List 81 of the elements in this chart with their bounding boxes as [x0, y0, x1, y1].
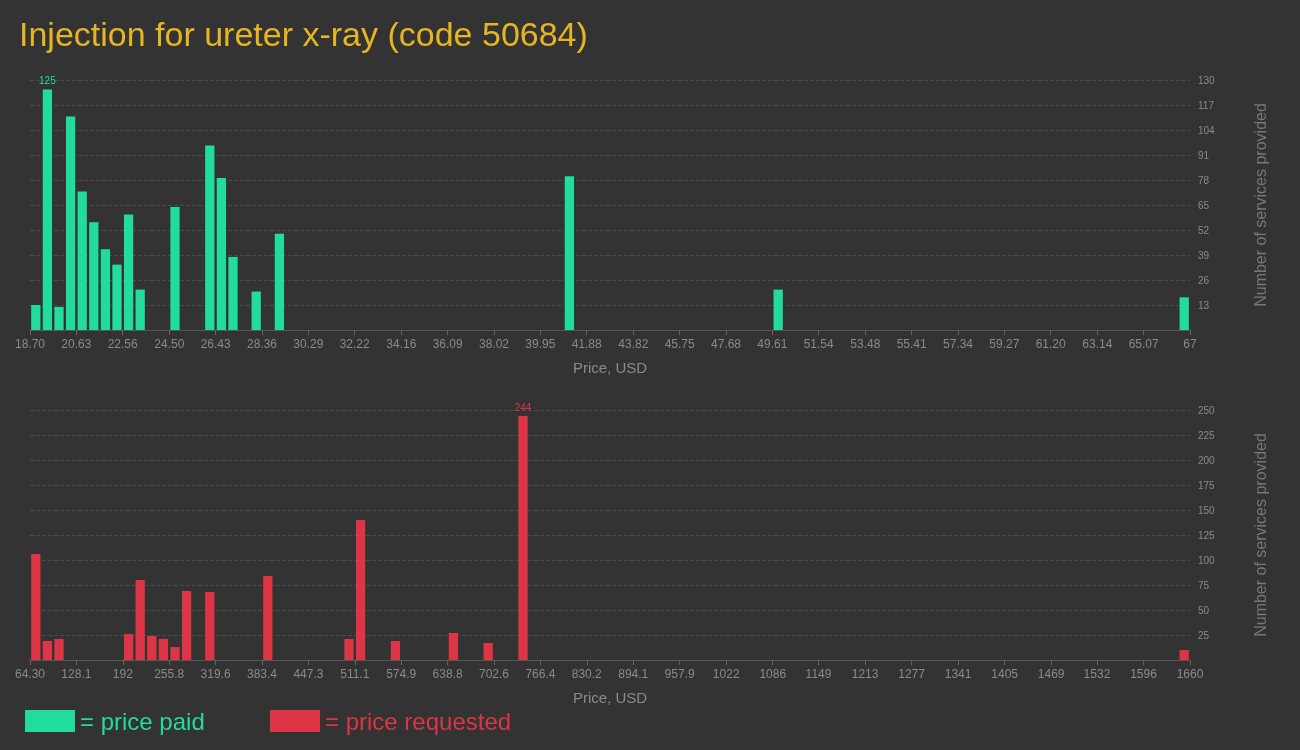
- x-tick-label: 39.95: [525, 337, 556, 351]
- x-tick-label: 1341: [944, 667, 972, 681]
- x-tick-label: 128.1: [61, 667, 92, 681]
- x-tick-label: 41.88: [571, 337, 603, 351]
- y-tick-label: 75: [1198, 579, 1210, 591]
- x-tick-label: 38.02: [478, 337, 510, 351]
- y-tick-label: 25: [1198, 629, 1210, 641]
- y-tick-label: 52: [1198, 224, 1210, 236]
- x-tick-label: 65.07: [1128, 337, 1159, 351]
- data-label: 244: [514, 401, 532, 413]
- x-tick-label: 1596: [1130, 667, 1158, 681]
- y-tick-label: 175: [1198, 479, 1216, 491]
- x-tick-label: 67: [1183, 337, 1197, 351]
- x-tick-label: 30.29: [293, 337, 324, 351]
- x-tick-label: 830.2: [571, 667, 603, 681]
- x-tick-label: 192: [112, 667, 134, 681]
- x-tick-label: 894.1: [618, 667, 649, 681]
- x-tick-label: 18.70: [14, 337, 46, 351]
- y-tick-label: 13: [1198, 299, 1210, 311]
- x-axis-title: Price, USD: [572, 689, 648, 706]
- y-axis-title: Number of services provided: [1251, 433, 1269, 637]
- x-tick-label: 20.63: [61, 337, 92, 351]
- x-tick-label: 63.14: [1082, 337, 1113, 351]
- x-tick-label: 574.9: [386, 667, 417, 681]
- y-tick-label: 130: [1198, 74, 1216, 86]
- x-tick-label: 255.8: [154, 667, 185, 681]
- x-tick-label: 638.8: [432, 667, 463, 681]
- y-tick-label: 65: [1198, 199, 1210, 211]
- x-tick-label: 59.27: [989, 337, 1020, 351]
- x-tick-label: 22.56: [107, 337, 139, 351]
- y-tick-label: 50: [1198, 604, 1210, 616]
- y-tick-label: 104: [1198, 124, 1216, 136]
- x-tick-label: 1022: [712, 667, 740, 681]
- y-tick-label: 91: [1198, 149, 1210, 161]
- x-tick-label: 47.68: [710, 337, 742, 351]
- chart-title: Injection for ureter x-ray (code 50684): [19, 15, 588, 53]
- x-tick-label: 64.30: [14, 667, 46, 681]
- x-tick-label: 26.43: [200, 337, 231, 351]
- x-tick-label: 34.16: [386, 337, 417, 351]
- x-tick-label: 45.75: [664, 337, 695, 351]
- legend-label: = price requested: [325, 707, 512, 735]
- y-tick-label: 39: [1198, 249, 1210, 261]
- x-tick-label: 43.82: [618, 337, 649, 351]
- x-tick-label: 57.34: [942, 337, 974, 351]
- y-tick-label: 78: [1198, 174, 1210, 186]
- y-tick-label: 225: [1198, 429, 1216, 441]
- x-tick-label: 61.20: [1035, 337, 1067, 351]
- x-tick-label: 51.54: [803, 337, 835, 351]
- y-tick-label: 200: [1198, 454, 1216, 466]
- x-tick-label: 1469: [1037, 667, 1065, 681]
- x-axis-title: Price, USD: [572, 359, 648, 376]
- x-tick-label: 1660: [1176, 667, 1204, 681]
- x-tick-label: 957.9: [664, 667, 695, 681]
- x-tick-label: 1086: [759, 667, 787, 681]
- y-tick-label: 250: [1198, 404, 1216, 416]
- x-tick-label: 1532: [1083, 667, 1111, 681]
- x-tick-label: 702.6: [479, 667, 510, 681]
- y-tick-label: 125: [1198, 529, 1216, 541]
- x-tick-label: 1149: [805, 667, 832, 681]
- x-tick-label: 49.61: [757, 337, 788, 351]
- legend-label: = price paid: [80, 707, 205, 735]
- x-tick-label: 319.6: [200, 667, 231, 681]
- y-tick-label: 100: [1198, 554, 1216, 566]
- x-tick-label: 32.22: [339, 337, 371, 351]
- x-tick-label: 766.4: [525, 667, 556, 681]
- x-tick-label: 511.1: [340, 667, 370, 681]
- y-tick-label: 150: [1198, 504, 1216, 516]
- x-tick-label: 447.3: [293, 667, 324, 681]
- x-tick-label: 36.09: [432, 337, 463, 351]
- y-tick-label: 117: [1198, 99, 1215, 111]
- x-tick-label: 24.50: [154, 337, 185, 351]
- data-label: 125: [39, 75, 57, 87]
- x-tick-label: 53.48: [850, 337, 881, 351]
- x-tick-label: 1213: [851, 667, 879, 681]
- x-tick-label: 28.36: [246, 337, 278, 351]
- x-tick-label: 55.41: [896, 337, 927, 351]
- x-tick-label: 1405: [991, 667, 1019, 681]
- x-tick-label: 1277: [898, 667, 926, 681]
- x-tick-label: 383.4: [246, 667, 278, 681]
- y-tick-label: 26: [1198, 274, 1210, 286]
- y-axis-title: Number of services provided: [1251, 103, 1269, 307]
